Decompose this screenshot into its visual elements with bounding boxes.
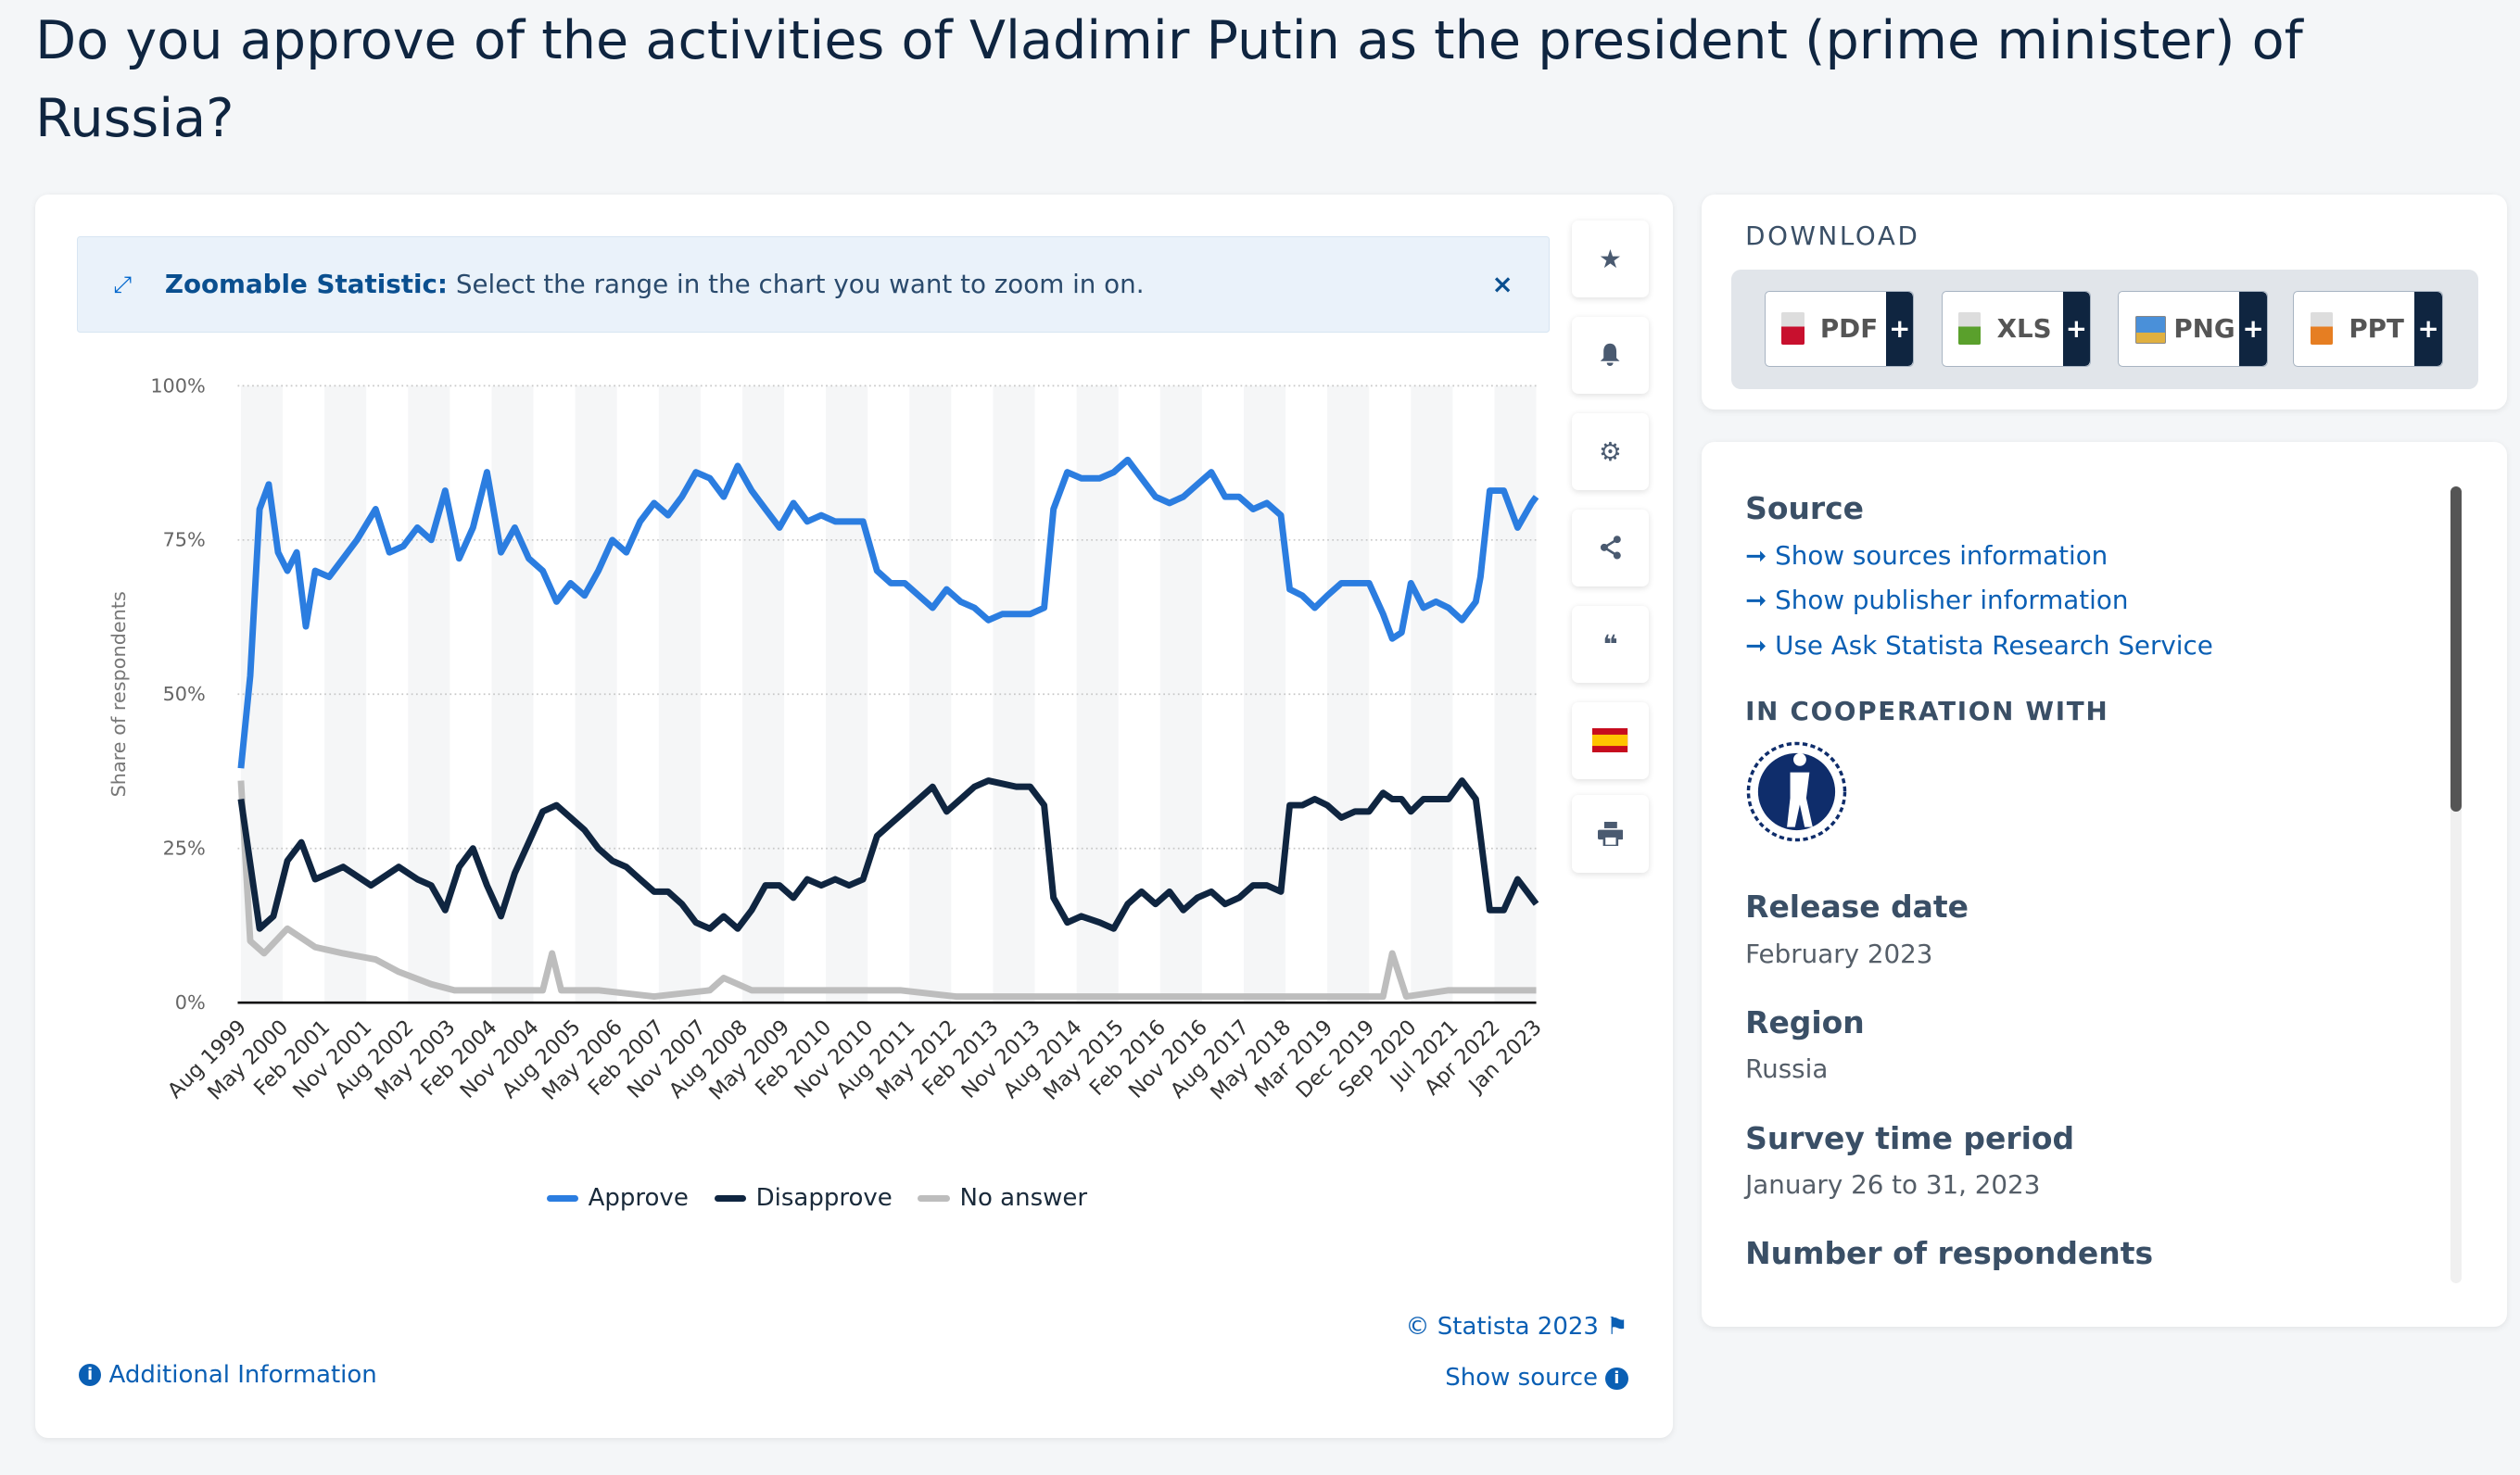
flag-icon: ⚑ bbox=[1606, 1312, 1628, 1341]
region-label: Region bbox=[1745, 1003, 1865, 1040]
cooperation-heading: IN COOPERATION WITH bbox=[1745, 695, 2109, 726]
copyright-text: © Statista 2023 bbox=[1405, 1312, 1599, 1341]
info-icon: i bbox=[78, 1364, 102, 1387]
chart-card: ⤢ Zoomable Statistic: Select the range i… bbox=[35, 194, 1674, 1438]
button-label: PDF bbox=[1819, 312, 1879, 344]
y-tick-label: 75% bbox=[163, 529, 206, 551]
share-button[interactable] bbox=[1571, 509, 1650, 586]
quote-icon: ❝ bbox=[1602, 628, 1618, 660]
y-axis-title: Share of respondents bbox=[108, 591, 130, 797]
series-line-approve bbox=[237, 456, 1539, 769]
background-band bbox=[909, 385, 952, 1003]
favorite-button[interactable]: ★ bbox=[1571, 220, 1650, 297]
release-date-label: Release date bbox=[1745, 888, 1969, 925]
y-tick-label: 50% bbox=[163, 683, 206, 705]
scrollbar-thumb[interactable] bbox=[2450, 486, 2463, 812]
button-label: XLS bbox=[1996, 312, 2052, 344]
chart-legend: Approve Disapprove No answer bbox=[546, 1183, 1087, 1212]
zoom-banner: ⤢ Zoomable Statistic: Select the range i… bbox=[77, 235, 1550, 334]
respondents-label: Number of respondents bbox=[1745, 1235, 2154, 1272]
legend-swatch bbox=[918, 1194, 951, 1202]
legend-swatch bbox=[714, 1194, 747, 1202]
levada-center-logo bbox=[1746, 742, 1847, 842]
legend-label: Disapprove bbox=[755, 1183, 893, 1212]
info-icon: i bbox=[1605, 1367, 1628, 1390]
bell-icon bbox=[1601, 344, 1620, 367]
language-button[interactable] bbox=[1571, 701, 1650, 779]
show-source-link[interactable]: Show source i bbox=[1445, 1364, 1628, 1393]
link-text: Show publisher information bbox=[1775, 585, 2129, 616]
show-publisher-link[interactable]: ➞ Show publisher information bbox=[1745, 585, 2129, 616]
plus-icon: + bbox=[1885, 291, 1914, 366]
cite-button[interactable]: ❝ bbox=[1571, 605, 1650, 683]
print-icon bbox=[1597, 821, 1624, 846]
gear-icon: ⚙ bbox=[1599, 435, 1622, 467]
plus-icon: + bbox=[2239, 291, 2267, 366]
share-icon bbox=[1600, 536, 1621, 560]
button-label: PNG bbox=[2173, 312, 2235, 344]
ask-statista-link[interactable]: ➞ Use Ask Statista Research Service bbox=[1745, 629, 2213, 661]
additional-information-link[interactable]: i Additional Information bbox=[78, 1360, 377, 1389]
legend-item-no-answer[interactable]: No answer bbox=[918, 1184, 1087, 1212]
png-image-icon bbox=[2134, 315, 2166, 344]
download-pdf-button[interactable]: PDF + bbox=[1764, 290, 1915, 367]
scrollbar[interactable] bbox=[2450, 486, 2463, 1284]
notification-button[interactable] bbox=[1571, 316, 1650, 394]
download-png-button[interactable]: PNG + bbox=[2118, 290, 2268, 367]
survey-period-value: January 26 to 31, 2023 bbox=[1745, 1169, 2041, 1201]
source-card: Source ➞ Show sources information ➞ Show… bbox=[1702, 441, 2508, 1328]
link-text: Use Ask Statista Research Service bbox=[1775, 629, 2213, 661]
show-source-text: Show source bbox=[1445, 1364, 1598, 1393]
legend-item-approve[interactable]: Approve bbox=[546, 1183, 689, 1212]
series-line-disapprove bbox=[237, 776, 1539, 932]
ppt-file-icon bbox=[2310, 312, 2333, 346]
survey-period-label: Survey time period bbox=[1745, 1119, 2075, 1156]
xls-file-icon bbox=[1957, 312, 1982, 346]
spain-flag-icon bbox=[1592, 728, 1628, 753]
zoom-banner-text: Select the range in the chart you want t… bbox=[455, 268, 1145, 299]
plus-icon: + bbox=[2414, 291, 2442, 366]
button-label: PPT bbox=[2349, 312, 2404, 344]
link-text: Show sources information bbox=[1775, 539, 2108, 571]
legend-item-disapprove[interactable]: Disapprove bbox=[714, 1183, 893, 1212]
star-icon: ★ bbox=[1599, 243, 1622, 274]
legend-label: Approve bbox=[588, 1183, 689, 1212]
series-line-no-answer bbox=[237, 780, 1537, 1000]
expand-icon: ⤢ bbox=[113, 270, 132, 297]
region-value: Russia bbox=[1745, 1053, 1829, 1085]
y-tick-label: 25% bbox=[163, 837, 206, 859]
page-title: Do you approve of the activities of Vlad… bbox=[35, 10, 2303, 149]
y-tick-label: 0% bbox=[175, 991, 206, 1014]
source-heading: Source bbox=[1745, 489, 1865, 526]
download-heading: DOWNLOAD bbox=[1745, 220, 1920, 251]
show-sources-link[interactable]: ➞ Show sources information bbox=[1745, 539, 2108, 571]
download-xls-button[interactable]: XLS + bbox=[1941, 290, 2092, 367]
y-tick-label: 100% bbox=[150, 374, 205, 397]
copyright[interactable]: © Statista 2023 ⚑ bbox=[1406, 1313, 1628, 1341]
pdf-file-icon bbox=[1781, 312, 1805, 346]
release-date-value: February 2023 bbox=[1745, 938, 1933, 969]
zoom-banner-bold: Zoomable Statistic: bbox=[164, 268, 449, 299]
close-icon[interactable]: × bbox=[1491, 268, 1513, 299]
print-button[interactable] bbox=[1571, 795, 1650, 873]
download-card: DOWNLOAD PDF + XLS + PNG + PPT + bbox=[1702, 194, 2508, 410]
download-bar: PDF + XLS + PNG + PPT + bbox=[1730, 270, 2478, 389]
background-band bbox=[1411, 385, 1453, 1003]
settings-button[interactable]: ⚙ bbox=[1571, 412, 1650, 490]
plus-icon: + bbox=[2062, 291, 2091, 366]
download-ppt-button[interactable]: PPT + bbox=[2293, 290, 2443, 367]
legend-swatch bbox=[546, 1194, 579, 1202]
legend-label: No answer bbox=[959, 1183, 1088, 1212]
additional-information-text: Additional Information bbox=[108, 1360, 377, 1389]
